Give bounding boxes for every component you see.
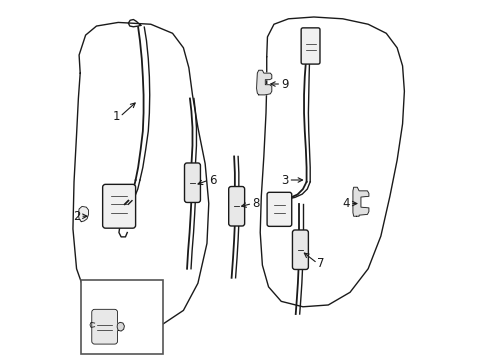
Bar [81,280,163,354]
Text: 1: 1 [113,110,120,123]
Text: 9: 9 [281,77,289,90]
Text: 8: 8 [252,197,260,210]
Polygon shape [117,322,124,331]
Text: 5: 5 [135,282,142,295]
FancyBboxPatch shape [185,163,200,202]
Text: 2: 2 [73,210,80,223]
Text: 7: 7 [318,257,325,270]
FancyBboxPatch shape [102,184,136,228]
FancyBboxPatch shape [301,28,320,64]
FancyBboxPatch shape [229,186,245,226]
Polygon shape [257,70,272,95]
FancyBboxPatch shape [267,192,292,226]
Polygon shape [78,206,89,222]
Polygon shape [353,187,369,216]
Text: 4: 4 [343,197,350,210]
Text: 6: 6 [209,174,216,186]
FancyBboxPatch shape [92,309,118,344]
Text: 3: 3 [281,174,289,186]
FancyBboxPatch shape [293,230,308,270]
